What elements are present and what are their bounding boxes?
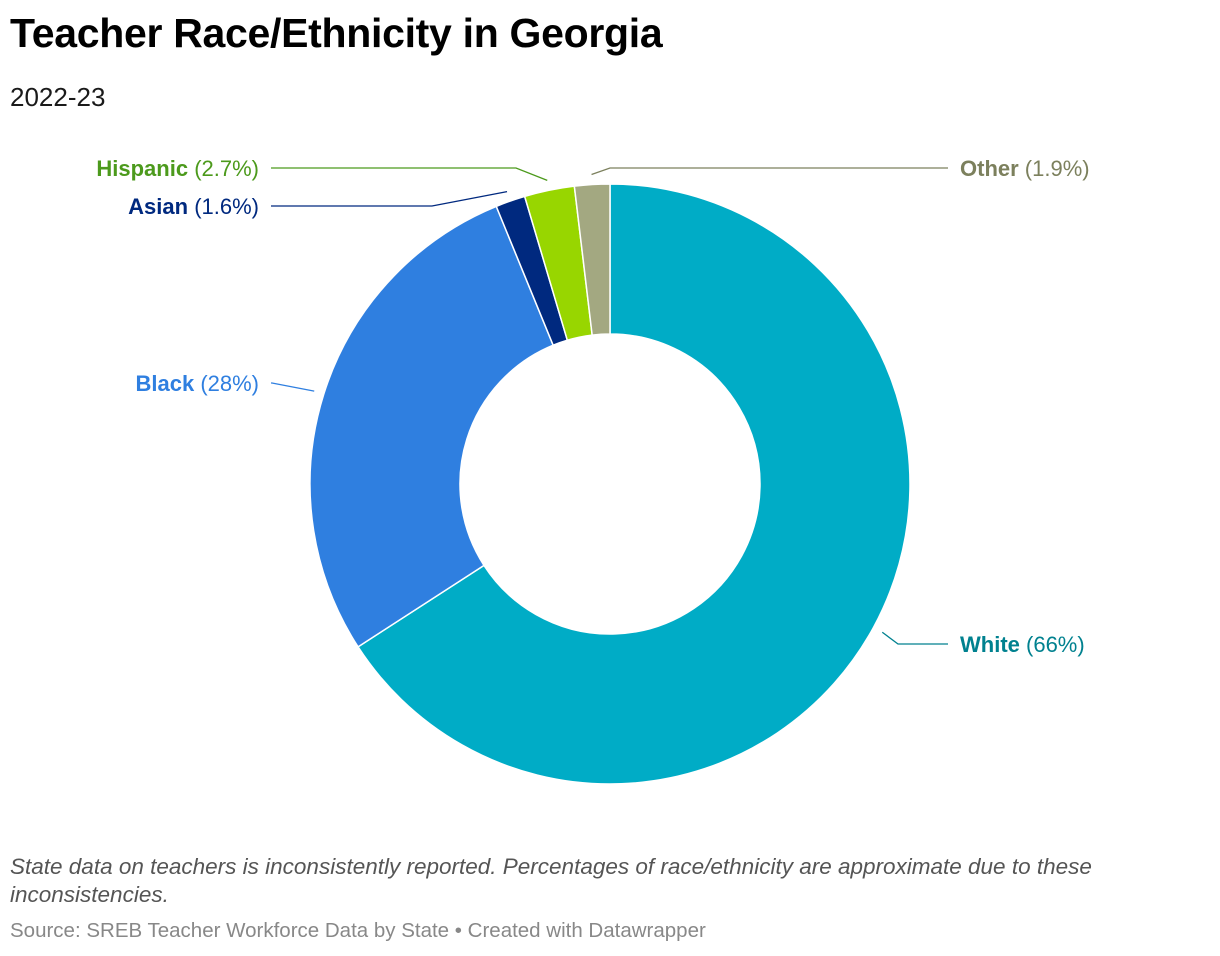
slice-other	[573, 183, 611, 336]
slice-label-hispanic: Hispanic (2.7%)	[96, 156, 259, 181]
slice-label-black: Black (28%)	[135, 371, 259, 396]
donut-chart: White (66%)Black (28%)Asian (1.6%)Hispan…	[96, 156, 1090, 785]
source-text: SREB Teacher Workforce Data by State	[86, 919, 450, 942]
slice-value-white: (66%)	[1020, 632, 1085, 657]
chart-note: State data on teachers is inconsistently…	[10, 854, 1092, 907]
slice-label-asian: Asian (1.6%)	[128, 194, 259, 219]
slice-value-other: (1.9%)	[1019, 156, 1090, 181]
leader-line-other	[591, 167, 948, 176]
footer-separator: •	[449, 919, 468, 942]
created-with: Created with Datawrapper	[467, 919, 706, 942]
chart-subtitle: 2022-23	[10, 82, 106, 112]
slice-value-black: (28%)	[194, 371, 259, 396]
leader-line-black	[271, 382, 315, 392]
chart-title: Teacher Race/Ethnicity in Georgia	[10, 10, 663, 56]
leader-line-hispanic	[271, 167, 548, 182]
slice-name-asian: Asian	[128, 194, 188, 219]
slice-value-hispanic: (2.7%)	[188, 156, 259, 181]
slice-value-asian: (1.6%)	[188, 194, 259, 219]
chart-source: Source: SREB Teacher Workforce Data by S…	[10, 919, 706, 943]
slice-name-other: Other	[960, 156, 1019, 181]
slice-white	[357, 183, 911, 785]
slice-name-black: Black	[135, 371, 194, 396]
leader-line-white	[881, 631, 948, 645]
slice-label-other: Other (1.9%)	[960, 156, 1090, 181]
slice-name-white: White	[960, 632, 1020, 657]
source-label: Source:	[10, 919, 87, 942]
leader-line-asian	[271, 190, 508, 207]
slice-black	[309, 205, 555, 648]
slice-name-hispanic: Hispanic	[96, 156, 188, 181]
slice-label-white: White (66%)	[960, 632, 1085, 657]
